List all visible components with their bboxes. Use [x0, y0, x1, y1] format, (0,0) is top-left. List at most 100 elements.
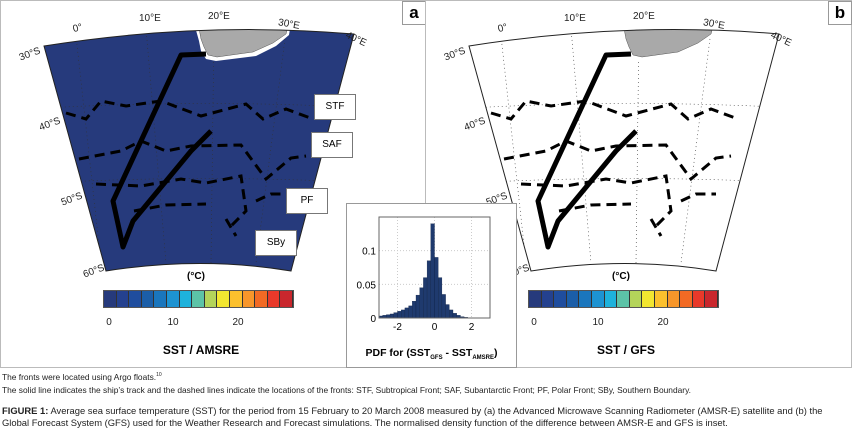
plot-frame [378, 216, 491, 319]
colorbar-title: SST / AMSRE [162, 343, 240, 357]
colorbar-tick: 10 [167, 317, 179, 328]
histogram-bar [438, 277, 443, 319]
colorbar [528, 290, 719, 308]
front-line [95, 174, 291, 228]
inset-xlabel: PDF for (SSTGFS - SSTAMSRE) [365, 347, 498, 362]
histogram-bar [426, 260, 431, 319]
colorbar-segment [217, 291, 230, 307]
histogram-bar [445, 304, 450, 319]
x-tick-label: 2 [469, 322, 475, 333]
colorbar-segment [667, 291, 681, 307]
colorbar-segment [579, 291, 592, 307]
colorbar-segment [229, 291, 243, 307]
histogram-bar [389, 313, 394, 319]
histogram-bar [412, 301, 417, 319]
histogram-bar [415, 294, 420, 319]
front-line [558, 202, 663, 237]
histogram-bar [408, 305, 413, 319]
colorbar-segment [255, 291, 268, 307]
lon-label: 20°E [633, 11, 655, 22]
colorbar-tick: 20 [232, 317, 244, 328]
colorbar-segment [604, 291, 618, 307]
histogram-bar [434, 257, 439, 319]
ship-track [110, 51, 213, 250]
panel-a: a 0° 10°E 20°E 30°E 40°E 30°S 40°S 50°S 60°S STF SA… [0, 0, 426, 368]
y-tick-label: 0.1 [362, 247, 376, 258]
front-line [78, 139, 307, 182]
histogram-bar [419, 287, 424, 319]
meridian-line [255, 30, 287, 264]
note-lines: The solid line indicates the ship’s trac… [2, 385, 691, 395]
front-label-sby: SBy [255, 230, 297, 256]
colorbar-segment [242, 291, 256, 307]
map-frame [43, 29, 355, 272]
meridian-line [680, 30, 712, 264]
colorbar-segment [104, 291, 117, 307]
colorbar-segment [204, 291, 218, 307]
panel-label: a [402, 1, 426, 25]
note-argo: The fronts were located using Argo float… [2, 372, 162, 382]
colorbar-tick: 20 [657, 317, 669, 328]
colorbar-segment [591, 291, 605, 307]
colorbar-segment [280, 291, 293, 307]
front-label-pf: PF [286, 188, 328, 214]
lon-label: 20°E [208, 11, 230, 22]
histogram-bar [393, 312, 398, 319]
front-line [520, 174, 716, 228]
lon-label: 10°E [139, 13, 161, 24]
histogram-bar [423, 277, 428, 319]
colorbar-segment [692, 291, 706, 307]
histogram-bar [452, 313, 457, 319]
histogram-chart: -2 0 2 0 0.05 0.1 [357, 216, 491, 333]
histogram-bar [386, 314, 391, 319]
colorbar-segment [267, 291, 281, 307]
panel-b: b 0° 10°E 20°E 30°E 40°E 30°S 40°S 50°S 60°S (°C) 0… [425, 0, 852, 368]
ship-track [535, 51, 638, 250]
y-tick-label: 0 [370, 314, 376, 325]
colorbar-segment [554, 291, 567, 307]
colorbar-segment [129, 291, 142, 307]
unit-label: (°C) [612, 271, 630, 282]
colorbar-segment [179, 291, 193, 307]
front-line [503, 139, 732, 182]
colorbar-segment [529, 291, 542, 307]
sst-map [468, 29, 780, 272]
x-tick-label: -2 [393, 322, 402, 333]
meridian-line [570, 29, 592, 264]
colorbar-segment [116, 291, 130, 307]
meridian-line [145, 29, 167, 264]
x-tick-label: 0 [432, 322, 438, 333]
colorbar-segment [642, 291, 655, 307]
colorbar-segment [154, 291, 167, 307]
colorbar [103, 290, 294, 308]
colorbar-segment [566, 291, 580, 307]
y-tick-label: 0.05 [357, 280, 377, 291]
colorbar-segment [617, 291, 630, 307]
pdf-inset: -2 0 2 0 0.05 0.1 PDF for (SSTGFS - SSTAMSRE) [346, 203, 517, 368]
unit-label: (°C) [187, 271, 205, 282]
colorbar-segment [192, 291, 205, 307]
front-label-saf: SAF [311, 132, 353, 158]
colorbar-tick: 0 [531, 317, 537, 328]
land-africa [197, 29, 290, 58]
land-africa [622, 29, 715, 58]
colorbar-title: SST / GFS [596, 343, 656, 357]
histogram-bar [404, 307, 409, 319]
map-frame [468, 29, 780, 272]
front-line [490, 99, 739, 121]
colorbar-segment [166, 291, 180, 307]
front-label-stf: STF [314, 94, 356, 120]
colorbar-tick: 10 [592, 317, 604, 328]
histogram-bar [449, 309, 454, 319]
colorbar-tick: 0 [106, 317, 112, 328]
front-line [133, 202, 238, 237]
colorbar-segment [629, 291, 643, 307]
histogram-bar [441, 294, 446, 319]
front-line [65, 99, 314, 121]
colorbar-segment [705, 291, 718, 307]
histogram-bar [401, 309, 406, 319]
colorbar-segment [654, 291, 668, 307]
lon-label: 10°E [564, 13, 586, 24]
colorbar-segment [541, 291, 555, 307]
